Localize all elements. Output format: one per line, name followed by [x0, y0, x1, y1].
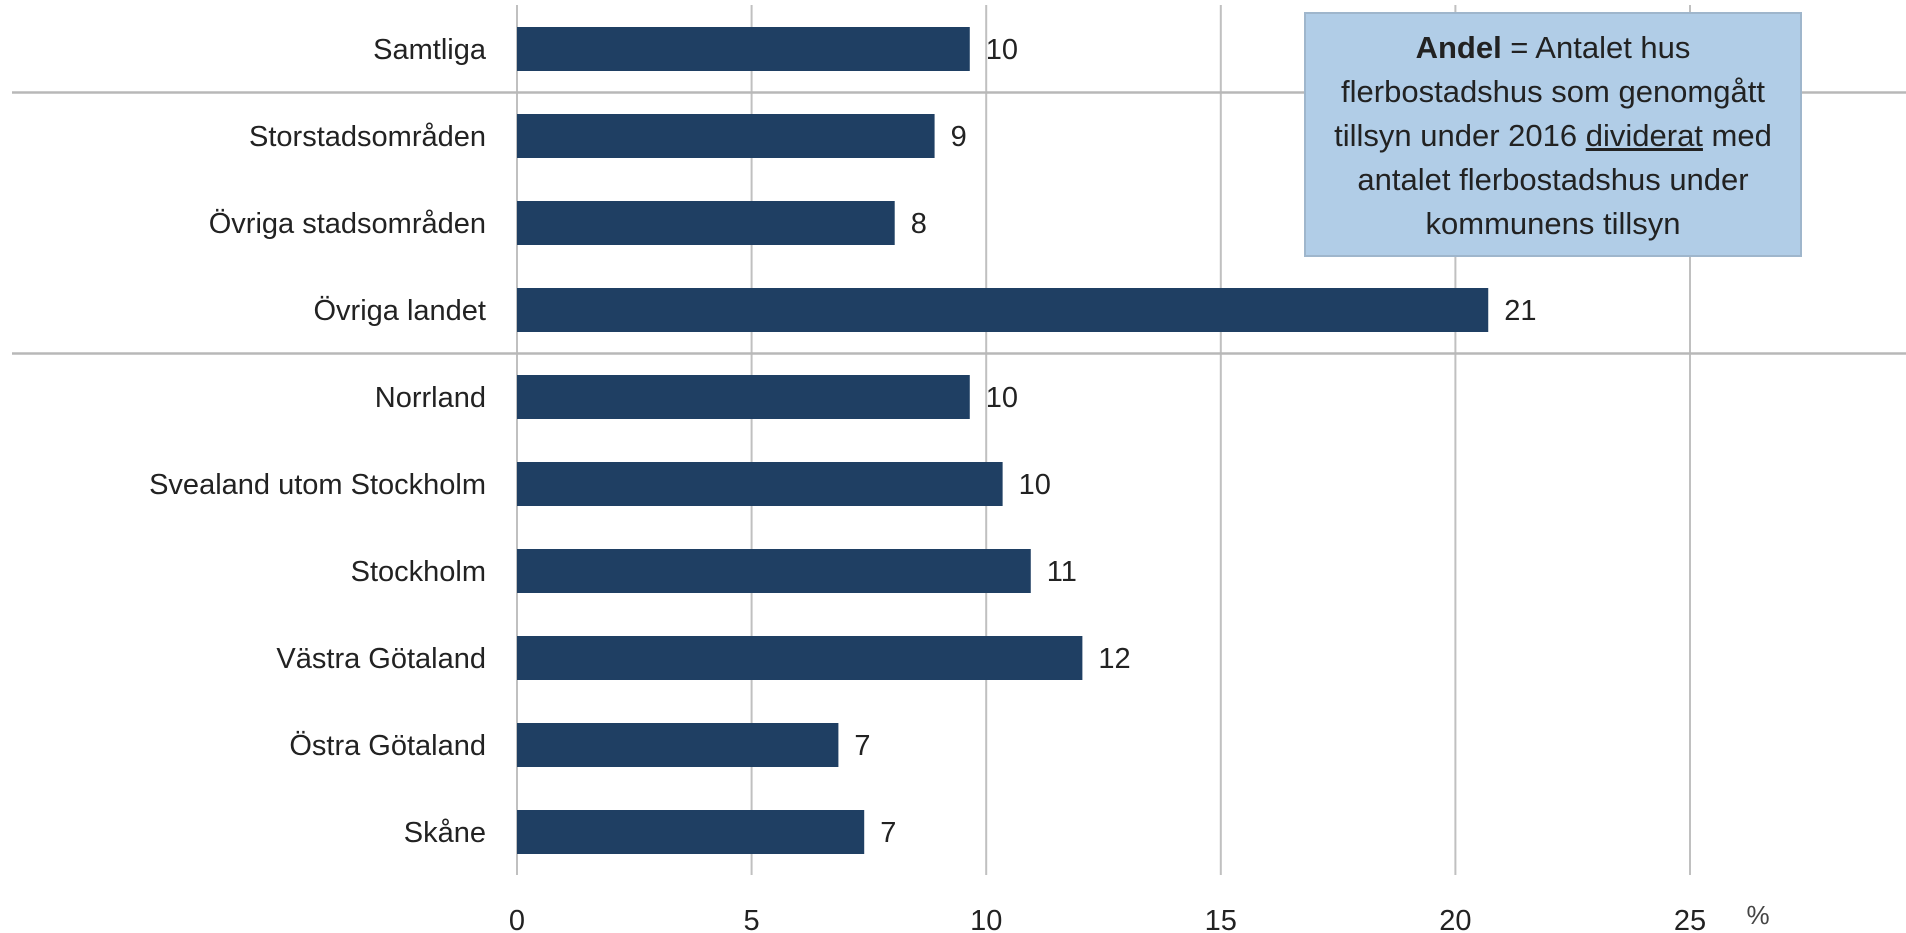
x-axis-ticks: 0 5 10 15 20 25% [509, 900, 1770, 933]
data-label-1: 9 [951, 121, 967, 153]
bar-4 [517, 375, 970, 419]
bar-3 [517, 288, 1489, 332]
bars [517, 27, 1489, 854]
bar-2 [517, 201, 895, 245]
x-axis-unit: % [1746, 900, 1769, 930]
data-label-5: 10 [1019, 469, 1051, 501]
annotation-text-2: med antalet flerbostadshus under kommune… [1357, 118, 1772, 241]
data-label-9: 7 [880, 817, 896, 849]
category-label-8: Östra Götaland [289, 730, 486, 762]
category-label-9: Skåne [404, 817, 486, 849]
category-label-7: Västra Götaland [276, 643, 486, 675]
data-labels: 10 9 8 21 10 10 11 12 7 7 [854, 34, 1536, 849]
category-labels: Samtliga Storstadsområden Övriga stadsområ… [149, 34, 487, 849]
data-label-3: 21 [1504, 295, 1536, 327]
x-tick-label-10: 10 [970, 905, 1002, 933]
x-tick-label-25: 25 [1674, 905, 1706, 933]
data-label-0: 10 [986, 34, 1018, 66]
bar-7 [517, 636, 1083, 680]
x-tick-label-0: 0 [509, 905, 525, 933]
category-label-6: Stockholm [351, 556, 486, 588]
data-label-7: 12 [1098, 643, 1130, 675]
bar-5 [517, 462, 1003, 506]
category-label-0: Samtliga [373, 34, 487, 66]
category-label-5: Svealand utom Stockholm [149, 469, 486, 501]
category-label-4: Norrland [375, 382, 486, 414]
x-tick-label-5: 5 [744, 905, 760, 933]
data-label-8: 7 [854, 730, 870, 762]
data-label-4: 10 [986, 382, 1018, 414]
annotation-underlined-term: dividerat [1585, 118, 1703, 153]
category-label-3: Övriga landet [314, 295, 487, 327]
data-label-2: 8 [911, 208, 927, 240]
annotation-text-1: = Antalet hus flerbostadshus som genomgå… [1334, 30, 1765, 153]
bar-9 [517, 810, 865, 854]
category-label-2: Övriga stadsområden [209, 208, 486, 240]
annotation-bold-term: Andel [1415, 30, 1502, 65]
bar-0 [517, 27, 970, 71]
bar-6 [517, 549, 1031, 593]
data-label-6: 11 [1047, 556, 1077, 588]
definition-annotation: Andel = Antalet hus flerbostadshus som g… [1304, 12, 1802, 257]
bar-8 [517, 723, 839, 767]
x-tick-label-20: 20 [1439, 905, 1471, 933]
category-label-1: Storstadsområden [249, 121, 486, 153]
x-tick-label-15: 15 [1205, 905, 1237, 933]
bar-1 [517, 114, 935, 158]
